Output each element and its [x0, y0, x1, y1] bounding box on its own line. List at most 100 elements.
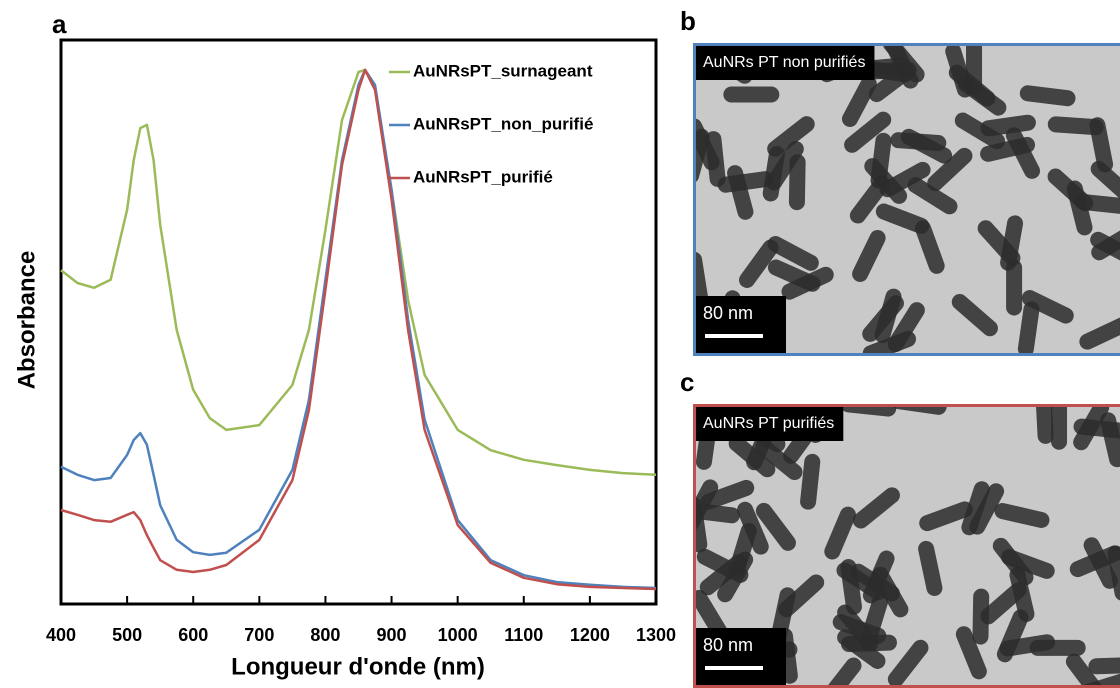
nanorod — [788, 154, 806, 211]
nanorod — [972, 588, 990, 645]
nanorod — [927, 147, 973, 192]
nanorod — [918, 540, 943, 596]
nanorod — [1083, 537, 1118, 589]
nanorod — [992, 537, 1034, 586]
nanorod — [849, 175, 890, 224]
nanorod — [1009, 567, 1035, 622]
nanorod — [887, 639, 929, 688]
x-tick-label: 600 — [178, 625, 208, 645]
nanorod — [723, 86, 780, 103]
nanorod — [700, 479, 755, 510]
caption-bg — [696, 407, 844, 441]
nanorod — [693, 502, 740, 524]
x-tick-label: 1000 — [438, 625, 478, 645]
nanorod — [727, 165, 754, 220]
image-caption: AuNRs PT non purifiés — [703, 54, 865, 71]
panel-label: b — [680, 6, 696, 36]
nanorod — [705, 131, 726, 187]
x-tick-label: 1100 — [504, 625, 543, 645]
x-tick-label: 700 — [244, 625, 274, 645]
x-tick-label: 900 — [377, 625, 407, 645]
x-tick-label: 500 — [112, 625, 142, 645]
nanorod — [969, 483, 1005, 535]
nanorod — [914, 220, 945, 274]
nanorod — [954, 112, 1006, 150]
nanorod — [840, 634, 897, 653]
panel-label: c — [680, 367, 694, 397]
nanorod — [852, 229, 886, 282]
nanorod — [693, 589, 728, 641]
scale-bar-label: 80 nm — [703, 303, 753, 323]
plot-frame — [59, 38, 658, 606]
nanorod — [1006, 259, 1023, 316]
nanorod — [1079, 316, 1120, 350]
nanorod — [996, 609, 1029, 663]
nanorod — [1065, 653, 1106, 688]
nanorod — [739, 239, 779, 288]
nanorod — [1090, 231, 1120, 267]
panel-border — [693, 43, 1120, 356]
nanorod — [1073, 404, 1110, 451]
nanorod — [980, 114, 1036, 137]
legend-label: AuNRsPT_purifié — [413, 167, 553, 186]
scale-bar-bg — [696, 296, 786, 353]
nanorod — [1047, 116, 1104, 136]
nanorod — [907, 177, 958, 215]
nanorod — [840, 559, 862, 615]
nanorod — [870, 132, 892, 189]
nanorod — [824, 506, 856, 560]
nanorod — [890, 132, 947, 151]
nanorod — [919, 501, 973, 532]
data-line — [60, 68, 657, 591]
x-axis-label: Longueur d'onde (nm) — [231, 653, 485, 680]
nanorod — [696, 548, 749, 583]
nanorod — [1074, 193, 1120, 215]
data-line — [60, 68, 657, 590]
nanorod — [693, 128, 710, 184]
scale-bar-bg — [696, 628, 786, 685]
x-tick-label: 800 — [310, 625, 340, 645]
image-caption: AuNRs PT purifiés — [703, 415, 834, 432]
nanorod — [1100, 412, 1120, 468]
nanorod — [994, 503, 1050, 529]
panel-border — [693, 404, 1120, 688]
x-tick-label: 400 — [46, 625, 76, 645]
nanorod — [1021, 290, 1074, 324]
y-axis-label: Absorbance — [13, 251, 40, 390]
nanorod — [1035, 404, 1054, 444]
nanorod — [1017, 301, 1040, 356]
nanorod — [957, 76, 1007, 116]
nanorod — [755, 502, 796, 551]
nanorod — [766, 141, 804, 191]
nanorod — [955, 626, 987, 680]
legend-label: AuNRsPT_non_purifié — [413, 114, 593, 133]
nanorod — [841, 75, 877, 127]
nanorod — [980, 136, 1036, 162]
x-tick-label: 1300 — [636, 625, 676, 645]
nanorod — [844, 111, 892, 153]
nanorod — [961, 481, 990, 536]
x-tick-label: 1200 — [570, 625, 610, 645]
nanorod — [767, 116, 815, 157]
nanorod — [728, 435, 776, 478]
nanorod — [1019, 85, 1076, 107]
caption-bg — [696, 46, 875, 80]
nanorod — [767, 236, 819, 271]
nanorod — [1029, 639, 1086, 656]
nanorod — [693, 251, 709, 308]
nanorod — [781, 266, 834, 300]
scale-bar-label: 80 nm — [703, 635, 753, 655]
nanorod — [778, 574, 825, 618]
nanorod — [951, 293, 998, 337]
nanorod — [1107, 545, 1120, 601]
nanorod — [977, 220, 1021, 267]
panel-label: a — [52, 9, 67, 39]
nanorod — [862, 295, 904, 342]
nanorod — [1051, 404, 1068, 450]
nanorod — [1088, 656, 1120, 675]
legend-label: AuNRsPT_surnageant — [413, 61, 593, 80]
nanorod — [737, 501, 769, 555]
nanorod — [852, 487, 900, 529]
nanorod — [800, 453, 821, 510]
